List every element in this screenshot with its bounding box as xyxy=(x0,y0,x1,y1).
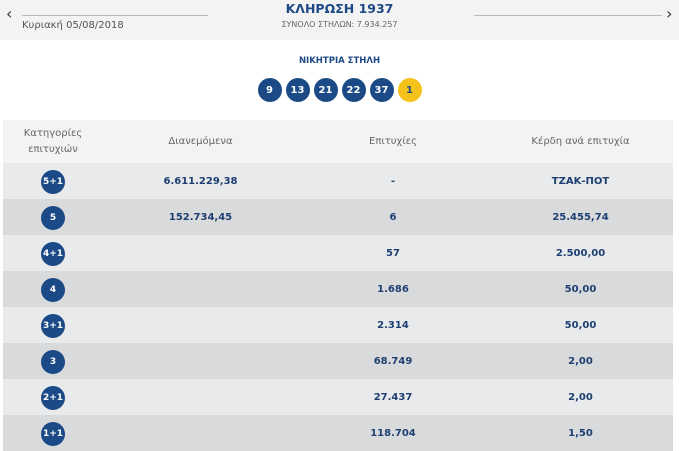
table-row: 2+1 27.437 2,00 xyxy=(3,379,673,415)
number-ball: 22 xyxy=(341,78,366,102)
winners-cell: - xyxy=(390,175,396,187)
draw-header: ‹ › Κυριακή 05/08/2018 ΚΛΗΡΩΣΗ 1937 ΣΥΝΟ… xyxy=(0,0,679,40)
header-distributed: Διανεμόμενα xyxy=(168,136,233,147)
winners-cell: 57 xyxy=(386,247,400,259)
total-columns: ΣΥΝΟΛΟ ΣΤΗΛΩΝ: 7.934.257 xyxy=(281,20,398,29)
winners-cell: 6 xyxy=(389,211,397,223)
header-categories: Κατηγορίες επιτυχιών xyxy=(23,127,83,155)
joker-ball: 1 xyxy=(397,78,422,102)
table-row: 3+1 2.314 50,00 xyxy=(3,307,673,343)
winning-label: ΝΙΚΗΤΡΙΑ ΣΤΗΛΗ xyxy=(298,56,381,66)
table-row: 5 152.734,45 6 25.455,74 xyxy=(3,199,673,235)
number-ball: 37 xyxy=(369,78,394,102)
table-row: 4+1 57 2.500,00 xyxy=(3,235,673,271)
winners-cell: 2.314 xyxy=(377,319,409,331)
table-row: 3 68.749 2,00 xyxy=(3,343,673,379)
prize-cell: 2.500,00 xyxy=(555,247,606,259)
prize-cell: 50,00 xyxy=(564,283,597,295)
number-ball: 9 xyxy=(257,78,282,102)
prize-cell: 2,00 xyxy=(568,355,593,367)
winners-cell: 118.704 xyxy=(370,427,416,439)
winners-cell: 27.437 xyxy=(373,391,413,403)
distributed-cell: 152.734,45 xyxy=(168,211,233,223)
prev-draw-arrow-icon[interactable]: ‹ xyxy=(6,4,13,23)
next-draw-arrow-icon[interactable]: › xyxy=(666,4,673,23)
category-badge: 5+1 xyxy=(41,169,65,194)
prize-cell: ΤΖΑΚ-ΠΟΤ xyxy=(551,175,610,187)
number-ball: 13 xyxy=(285,78,310,102)
prize-cell: 2,00 xyxy=(568,391,593,403)
divider xyxy=(474,15,662,16)
number-ball: 21 xyxy=(313,78,338,102)
category-badge: 2+1 xyxy=(41,385,65,410)
prize-table: Κατηγορίες επιτυχιών Διανεμόμενα Επιτυχί… xyxy=(3,120,673,451)
category-badge: 3+1 xyxy=(41,313,65,338)
prize-cell: 50,00 xyxy=(564,319,597,331)
winning-numbers: 9 13 21 22 37 1 xyxy=(0,78,679,102)
table-row: 1+1 118.704 1,50 xyxy=(3,415,673,451)
table-row: 4 1.686 50,00 xyxy=(3,271,673,307)
prize-cell: 25.455,74 xyxy=(552,211,609,223)
category-badge: 3 xyxy=(41,349,65,374)
draw-date: Κυριακή 05/08/2018 xyxy=(22,20,124,31)
draw-title: ΚΛΗΡΩΣΗ 1937 xyxy=(285,1,394,16)
table-header: Κατηγορίες επιτυχιών Διανεμόμενα Επιτυχί… xyxy=(3,120,673,163)
category-badge: 4 xyxy=(41,277,65,302)
winners-cell: 1.686 xyxy=(377,283,409,295)
distributed-cell: 6.611.229,38 xyxy=(163,175,238,187)
divider xyxy=(22,15,208,16)
category-badge: 1+1 xyxy=(41,421,65,446)
prize-cell: 1,50 xyxy=(568,427,593,439)
category-badge: 5 xyxy=(41,205,65,230)
table-row: 5+1 6.611.229,38 - ΤΖΑΚ-ΠΟΤ xyxy=(3,163,673,199)
winners-cell: 68.749 xyxy=(373,355,413,367)
header-prize: Κέρδη ανά επιτυχία xyxy=(531,136,630,147)
header-winners: Επιτυχίες xyxy=(369,136,417,147)
category-badge: 4+1 xyxy=(41,241,65,266)
